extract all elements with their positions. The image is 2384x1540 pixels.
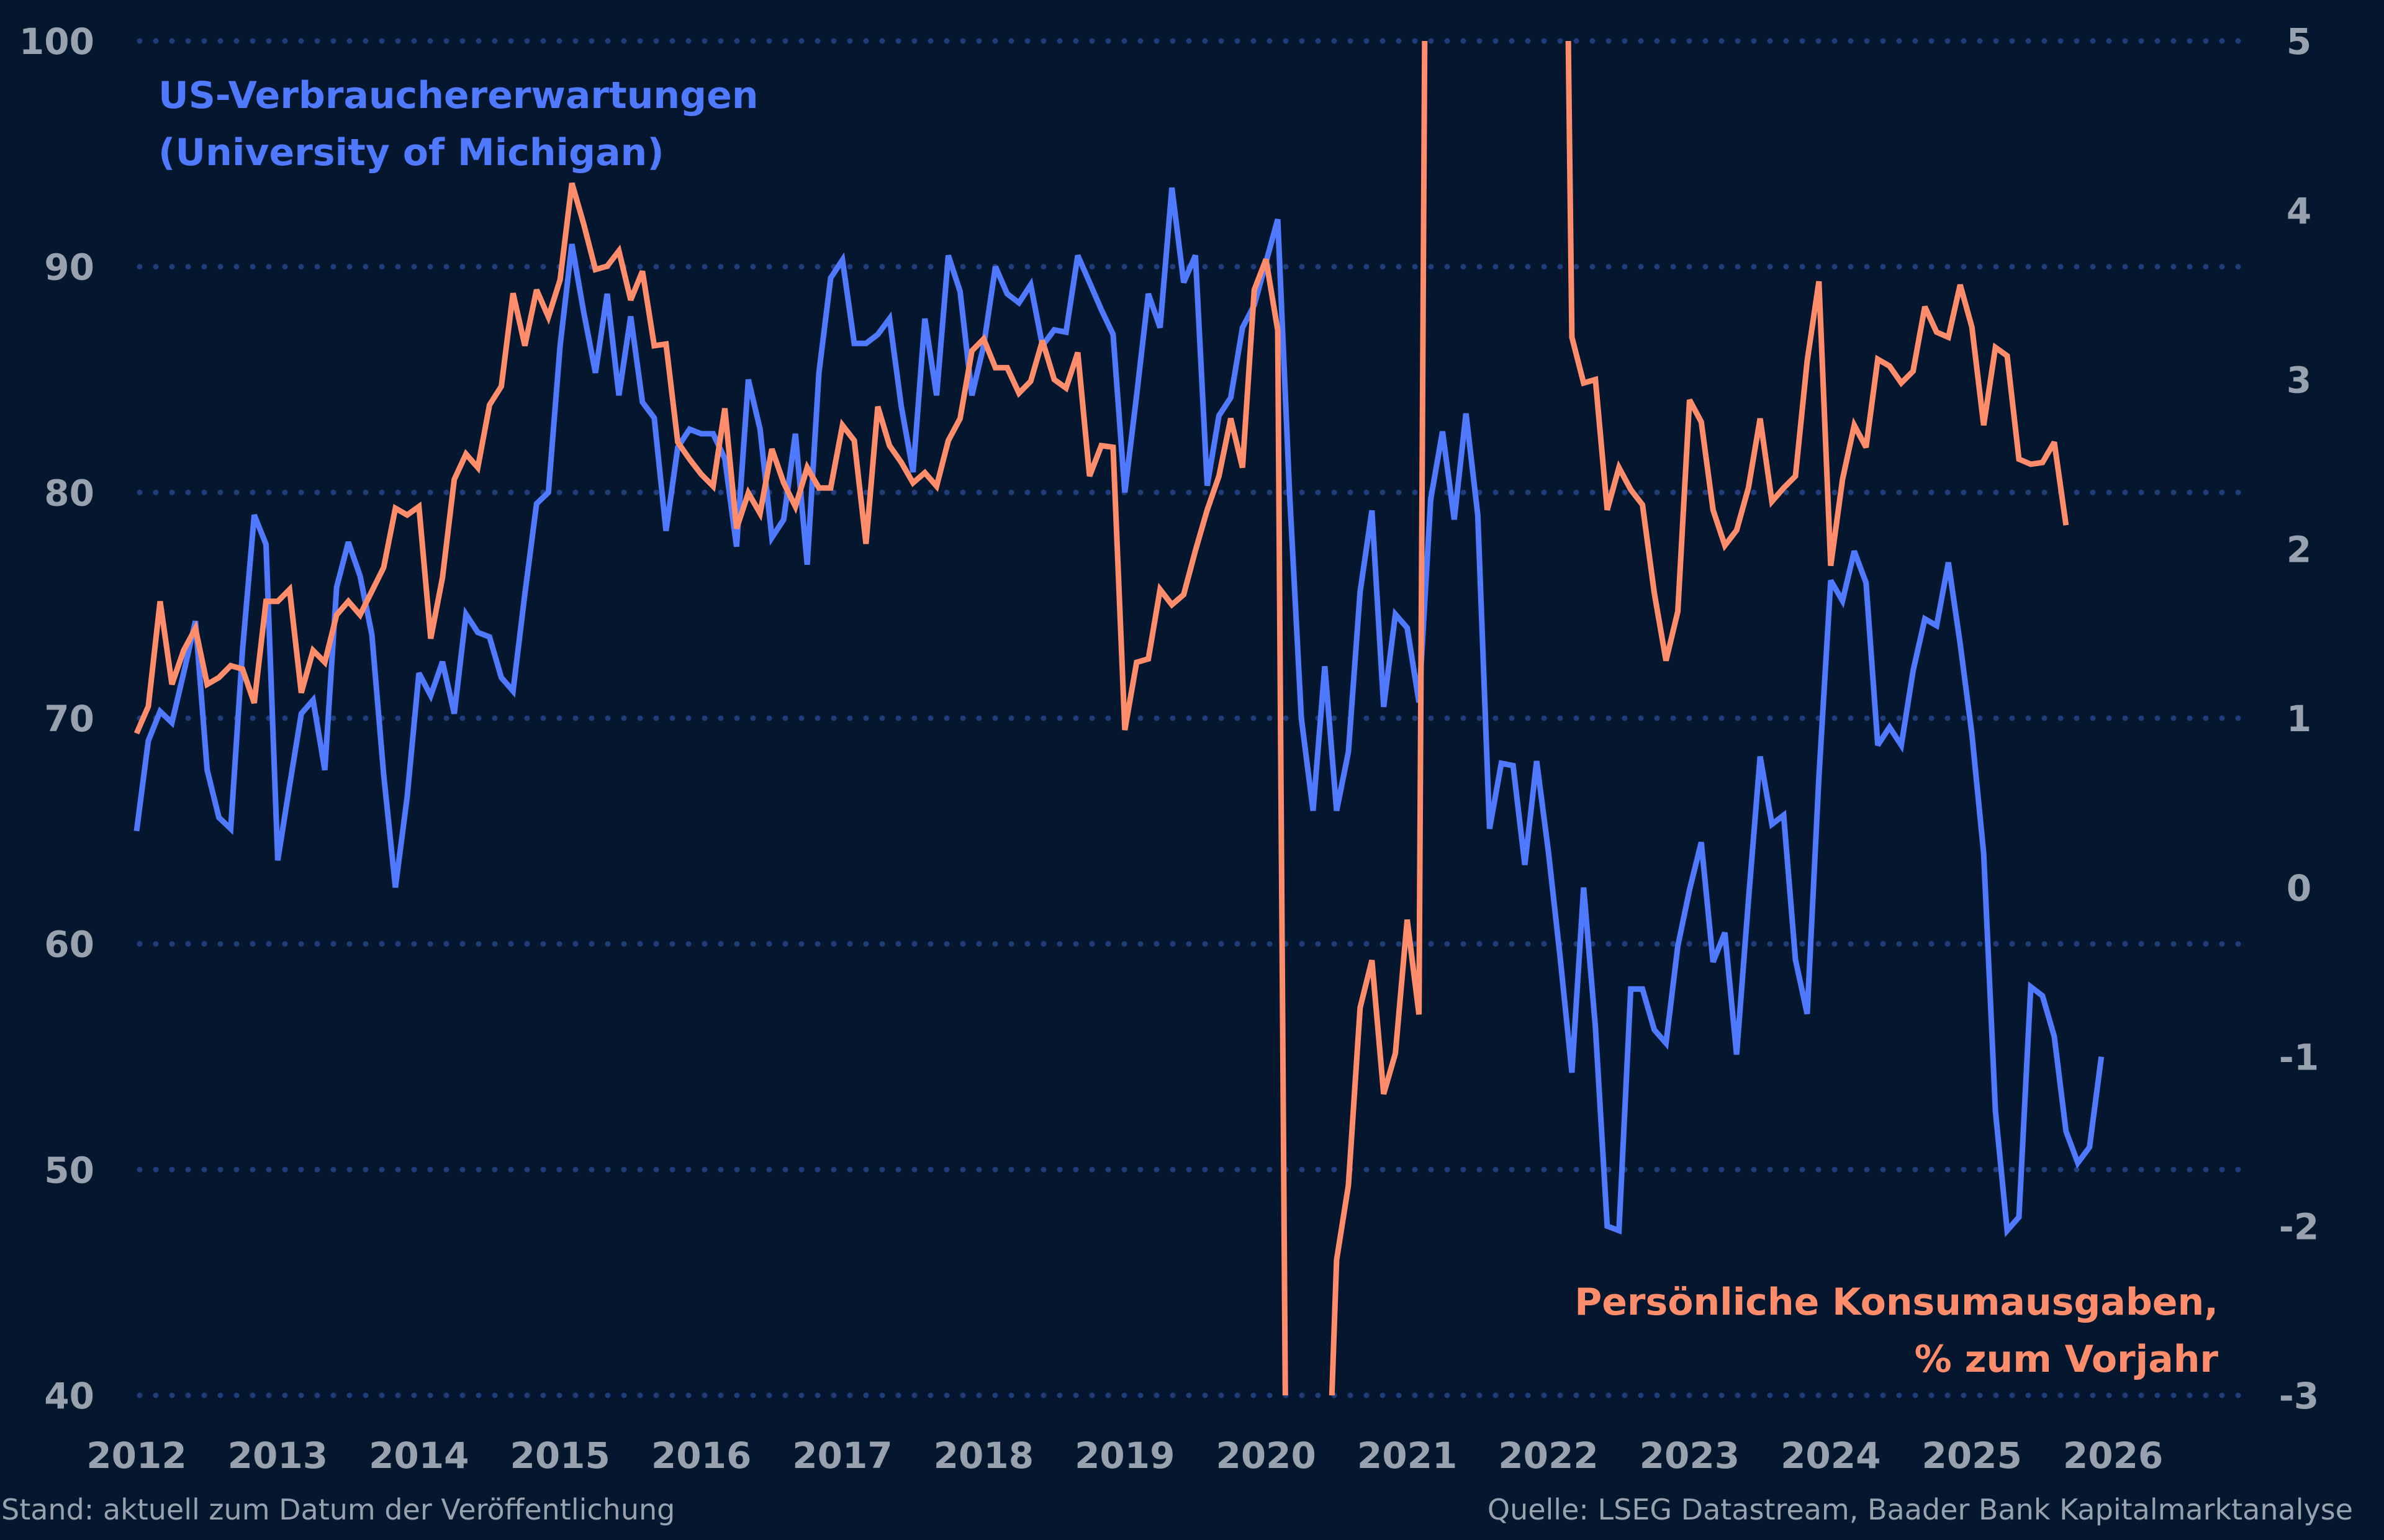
y-right-tick-label: -2 — [2279, 1205, 2319, 1248]
x-tick-label: 2020 — [1216, 1434, 1316, 1477]
legend-michigan: US-Verbrauchererwartungen (University of… — [158, 67, 758, 181]
series-lines — [133, 40, 2105, 1396]
x-tick-label: 2026 — [2063, 1434, 2163, 1477]
y-right-tick-label: 4 — [2287, 190, 2311, 232]
y-left-tick-label: 90 — [44, 246, 94, 289]
x-tick-label: 2016 — [651, 1434, 751, 1477]
y-right-tick-label: 5 — [2287, 20, 2311, 63]
tick-labels: 100 90 80 70 60 50 40 5 4 3 2 1 0 -1 -2 -3 2012 2013 2014 2… — [19, 20, 2319, 1477]
y-right-tick-label: 2 — [2287, 528, 2311, 570]
x-tick-label: 2025 — [1921, 1434, 2021, 1477]
gridlines — [137, 38, 2254, 1398]
legend-pce: Persönliche Konsumausgaben, % zum Vorjah… — [1574, 1274, 2218, 1388]
x-tick-label: 2013 — [228, 1434, 328, 1477]
x-tick-label: 2018 — [934, 1434, 1034, 1477]
footer-source: Quelle: LSEG Datastream, Baader Bank Kap… — [1487, 1493, 2353, 1526]
legend-michigan-line1: US-Verbrauchererwartungen — [158, 74, 759, 117]
x-tick-label: 2017 — [792, 1434, 892, 1477]
footer-status: Stand: aktuell zum Datum der Veröffentli… — [1, 1493, 675, 1526]
legend-pce-line2: % zum Vorjahr — [1914, 1338, 2218, 1381]
x-tick-label: 2021 — [1357, 1434, 1457, 1477]
x-tick-label: 2019 — [1075, 1434, 1175, 1477]
y-right-tick-label: 3 — [2287, 359, 2311, 402]
legend-pce-line1: Persönliche Konsumausgaben, — [1574, 1281, 2218, 1324]
y-left-tick-label: 40 — [44, 1375, 94, 1417]
y-left-tick-label: 60 — [44, 924, 94, 966]
x-tick-label: 2012 — [86, 1434, 186, 1477]
series-line-pce — [133, 40, 2069, 1396]
y-right-tick-label: 0 — [2287, 867, 2311, 909]
x-tick-label: 2022 — [1498, 1434, 1598, 1477]
y-left-tick-label: 80 — [44, 472, 94, 514]
y-left-tick-label: 50 — [44, 1149, 94, 1191]
y-left-tick-label: 100 — [19, 20, 94, 63]
x-tick-label: 2015 — [510, 1434, 610, 1477]
y-right-tick-label: -3 — [2279, 1375, 2319, 1417]
legend-michigan-line2: (University of Michigan) — [158, 131, 664, 174]
y-left-tick-label: 70 — [44, 698, 94, 740]
x-tick-label: 2014 — [369, 1434, 469, 1477]
y-right-tick-label: 1 — [2287, 698, 2311, 740]
y-right-tick-label: -1 — [2279, 1037, 2319, 1079]
x-tick-label: 2024 — [1781, 1434, 1881, 1477]
series-line-michigan — [133, 187, 2105, 1238]
x-tick-label: 2023 — [1640, 1434, 1740, 1477]
